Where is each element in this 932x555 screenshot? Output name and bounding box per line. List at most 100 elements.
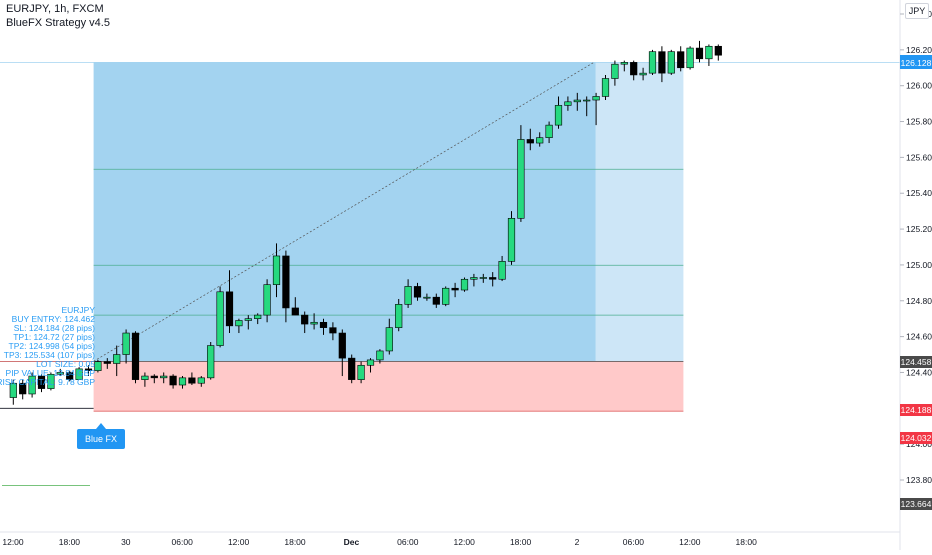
- candle-body[interactable]: [470, 277, 478, 280]
- candle-body[interactable]: [94, 361, 102, 371]
- candle-body[interactable]: [545, 124, 553, 138]
- candle-body[interactable]: [197, 377, 205, 384]
- candle-body[interactable]: [423, 296, 431, 299]
- candle-body[interactable]: [272, 255, 281, 285]
- candle-body[interactable]: [592, 96, 600, 101]
- candle-body[interactable]: [507, 218, 516, 262]
- candle-body[interactable]: [526, 139, 534, 144]
- candle-body[interactable]: [658, 51, 666, 74]
- candle-body[interactable]: [329, 327, 337, 334]
- candle-body[interactable]: [122, 332, 130, 355]
- info-line: TP1: 124.72 (27 pips): [13, 332, 95, 342]
- extended-profit-zone: [595, 62, 684, 362]
- candle-body[interactable]: [28, 375, 36, 395]
- candle-body[interactable]: [564, 101, 572, 106]
- buy-signal-label[interactable]: Blue FX Buy: [77, 423, 125, 464]
- candle-body[interactable]: [291, 307, 299, 316]
- candle-body[interactable]: [319, 321, 328, 328]
- y-tick-label: 124.600: [906, 332, 932, 342]
- candle-body[interactable]: [498, 261, 506, 280]
- strategy-info-panel: EURJPY BUY ENTRY: 124.462 SL: 124.184 (2…: [0, 306, 95, 387]
- candle-body[interactable]: [282, 255, 290, 309]
- candle-body[interactable]: [207, 345, 215, 379]
- candle-body[interactable]: [667, 51, 675, 74]
- price-tag: 126.128: [900, 56, 932, 69]
- candle-body[interactable]: [178, 377, 187, 386]
- candle-body[interactable]: [348, 357, 356, 380]
- candle-body[interactable]: [442, 287, 450, 305]
- candle-body[interactable]: [263, 284, 271, 316]
- candle-body[interactable]: [536, 137, 544, 144]
- x-tick-label: 18:00: [59, 537, 81, 547]
- candle-body[interactable]: [705, 45, 713, 60]
- info-line: TP3: 125.534 (107 pips): [3, 350, 95, 360]
- candle-body[interactable]: [37, 375, 46, 389]
- candle-body[interactable]: [573, 99, 581, 103]
- candle-body[interactable]: [648, 51, 657, 74]
- candle-body[interactable]: [254, 314, 262, 319]
- candle-body[interactable]: [301, 314, 309, 325]
- trend-dashed-line: [93, 62, 594, 362]
- candle-body[interactable]: [451, 287, 459, 291]
- currency-button[interactable]: JPY: [905, 3, 929, 19]
- candle-body[interactable]: [9, 382, 17, 398]
- candle-body[interactable]: [225, 291, 234, 327]
- x-tick-label: 30: [121, 537, 131, 547]
- candle-body[interactable]: [601, 78, 610, 97]
- info-line: TP2: 124.998 (54 pips): [8, 341, 95, 351]
- candle-body[interactable]: [113, 354, 121, 364]
- candle-body[interactable]: [216, 291, 224, 346]
- candle-body[interactable]: [611, 63, 619, 79]
- candle-body[interactable]: [366, 359, 375, 366]
- x-tick-label: 18:00: [284, 537, 306, 547]
- candle-body[interactable]: [338, 332, 346, 359]
- candle-body[interactable]: [235, 320, 243, 327]
- candle-body[interactable]: [395, 304, 403, 328]
- candle-body[interactable]: [310, 321, 318, 325]
- y-tick-label: 125.200: [906, 224, 932, 234]
- candle-body[interactable]: [244, 318, 252, 321]
- candle-body[interactable]: [460, 278, 469, 291]
- candle-body[interactable]: [66, 372, 74, 380]
- candle-body[interactable]: [188, 377, 196, 384]
- candle-body[interactable]: [56, 372, 64, 375]
- candle-body[interactable]: [677, 51, 685, 69]
- candle-body[interactable]: [695, 47, 704, 60]
- x-tick-label: Dec: [344, 537, 360, 547]
- candle-body[interactable]: [150, 375, 158, 379]
- candle-body[interactable]: [160, 375, 168, 379]
- candle-body[interactable]: [583, 99, 591, 102]
- candle-body[interactable]: [639, 72, 647, 76]
- candle-body[interactable]: [432, 296, 440, 305]
- candle-body[interactable]: [686, 47, 694, 69]
- candle-body[interactable]: [357, 364, 365, 380]
- candle-body[interactable]: [75, 368, 83, 380]
- candle-body[interactable]: [630, 62, 638, 76]
- strategy-levels: [0, 61, 900, 486]
- candle-body[interactable]: [131, 332, 140, 380]
- candle-body[interactable]: [84, 368, 93, 371]
- candle-body[interactable]: [413, 286, 422, 298]
- candle-body[interactable]: [620, 62, 628, 65]
- symbol-legend[interactable]: EURJPY, 1h, FXCM: [6, 3, 104, 15]
- candle-body[interactable]: [47, 373, 55, 389]
- candle-body[interactable]: [489, 277, 497, 280]
- candle-body[interactable]: [404, 286, 412, 305]
- info-line: PIP VALUE: 13.84 GBP: [5, 368, 95, 378]
- y-tick-label: 126.000: [906, 81, 932, 91]
- candle-body[interactable]: [479, 277, 487, 279]
- candle-body[interactable]: [141, 375, 149, 380]
- candle-body[interactable]: [376, 350, 384, 361]
- candle-body[interactable]: [517, 139, 525, 219]
- price-tag: 124.032: [900, 432, 932, 445]
- candle-body[interactable]: [385, 327, 393, 352]
- candle-body[interactable]: [554, 105, 563, 126]
- candle-body[interactable]: [19, 382, 27, 395]
- y-tick-label: 125.800: [906, 117, 932, 127]
- study-legend[interactable]: BlueFX Strategy v4.5: [6, 17, 110, 29]
- candle-body[interactable]: [714, 45, 722, 56]
- candle-body[interactable]: [103, 361, 111, 364]
- candle-body[interactable]: [169, 375, 177, 386]
